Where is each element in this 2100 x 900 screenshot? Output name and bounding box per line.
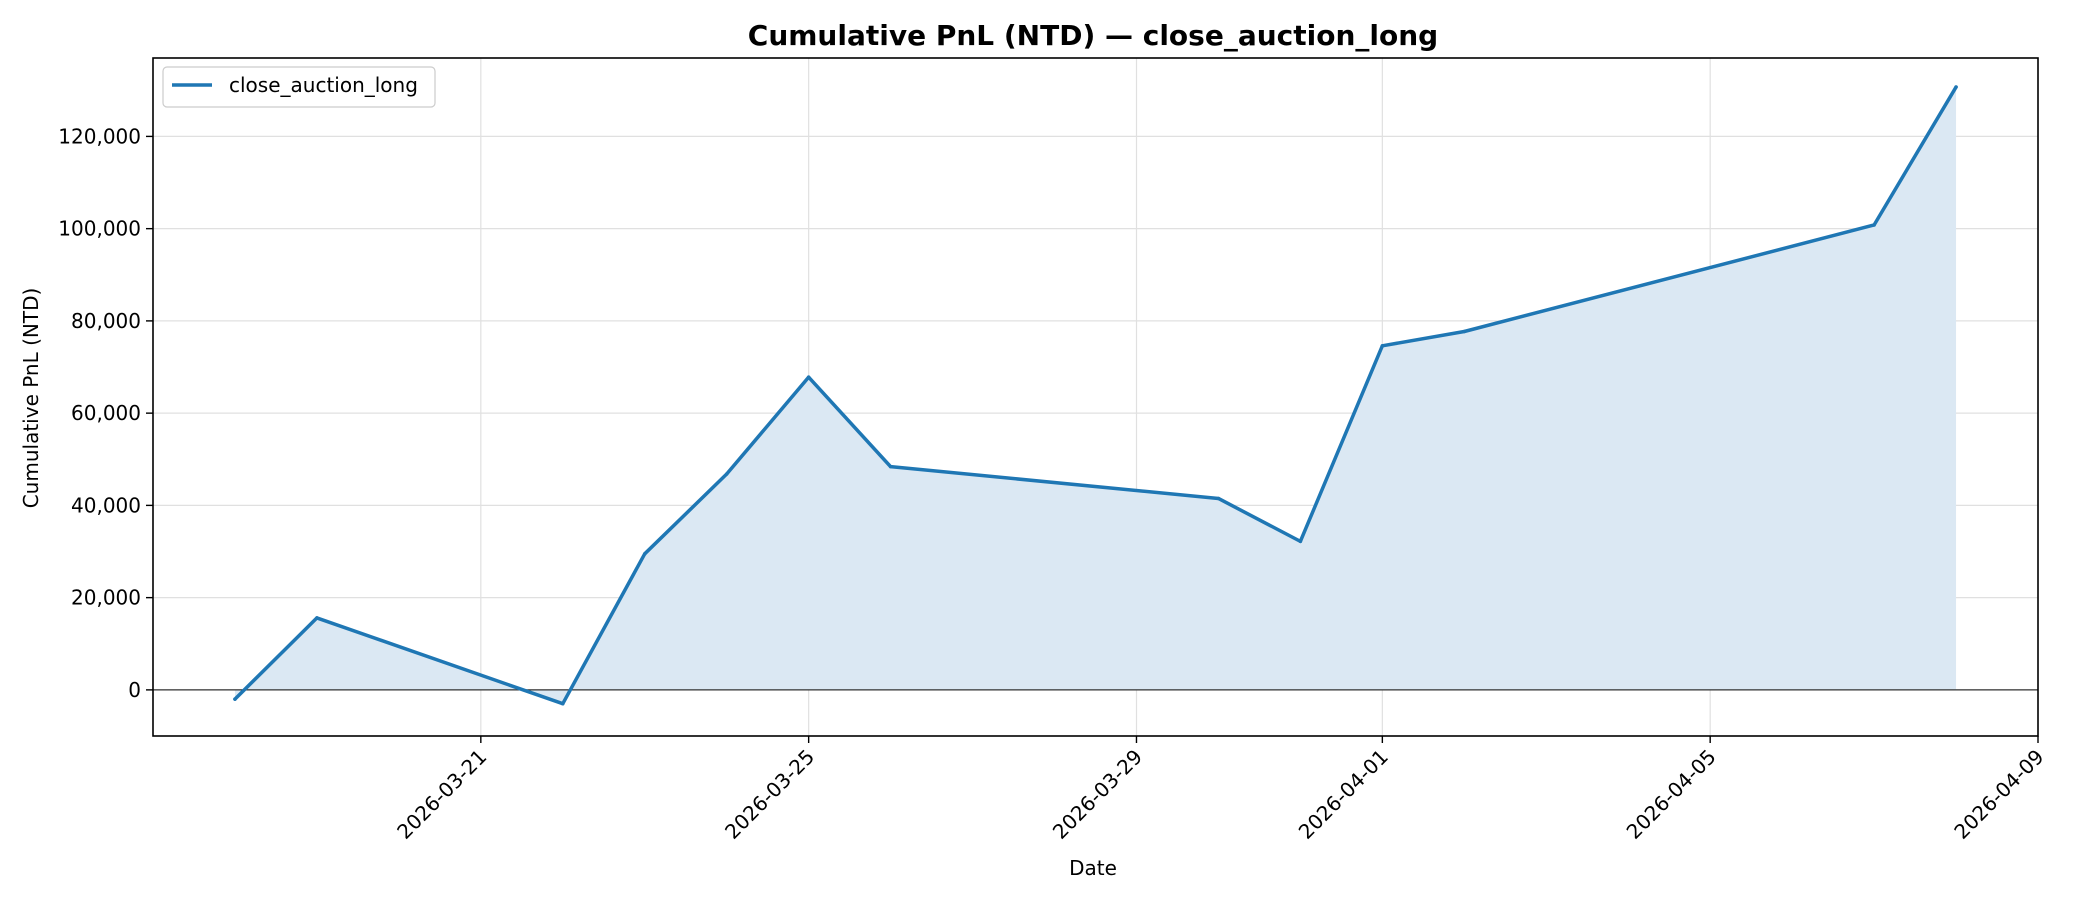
- y-tick-label: 100,000: [58, 217, 141, 241]
- series-line-layer: [233, 85, 1958, 706]
- y-tick-label: 80,000: [71, 309, 141, 333]
- data-point: [724, 472, 729, 476]
- plot-frame: [152, 57, 2039, 737]
- data-point: [806, 375, 811, 379]
- area-fill-layer: [234, 87, 1957, 704]
- x-tick-label: 2026-03-25: [720, 745, 819, 844]
- y-axis-label: Cumulative PnL (NTD): [19, 288, 43, 509]
- data-point: [1872, 223, 1876, 227]
- x-axis-label: Date: [1069, 856, 1117, 880]
- data-point: [1380, 344, 1385, 348]
- data-point: [1298, 539, 1303, 544]
- chart-title: Cumulative PnL (NTD) — close_auction_lon…: [748, 19, 1438, 52]
- y-tick-label: 20,000: [71, 586, 141, 610]
- data-point: [1462, 329, 1467, 334]
- x-tick-label: 2026-04-09: [1949, 745, 2048, 844]
- data-point: [888, 464, 893, 469]
- x-tick-label: 2026-04-01: [1294, 745, 1393, 844]
- y-tick-label: 60,000: [71, 401, 141, 425]
- x-tick-label: 2026-03-29: [1048, 745, 1147, 844]
- y-tick-label: 120,000: [58, 124, 141, 148]
- area-fill: [234, 87, 1957, 704]
- data-point: [233, 697, 237, 701]
- legend: close_auction_long: [162, 66, 436, 108]
- data-point: [561, 701, 565, 706]
- y-tick-label: 40,000: [71, 493, 141, 517]
- data-point: [315, 616, 319, 620]
- x-tick-label: 2026-03-21: [392, 745, 491, 844]
- data-point: [642, 552, 647, 556]
- data-point: [1954, 85, 1958, 89]
- legend-label: close_auction_long: [229, 73, 418, 97]
- legend-box: [162, 66, 436, 108]
- y-tick-label: 0: [128, 678, 141, 702]
- data-point: [1216, 496, 1221, 501]
- x-tick-label: 2026-04-05: [1622, 745, 1721, 844]
